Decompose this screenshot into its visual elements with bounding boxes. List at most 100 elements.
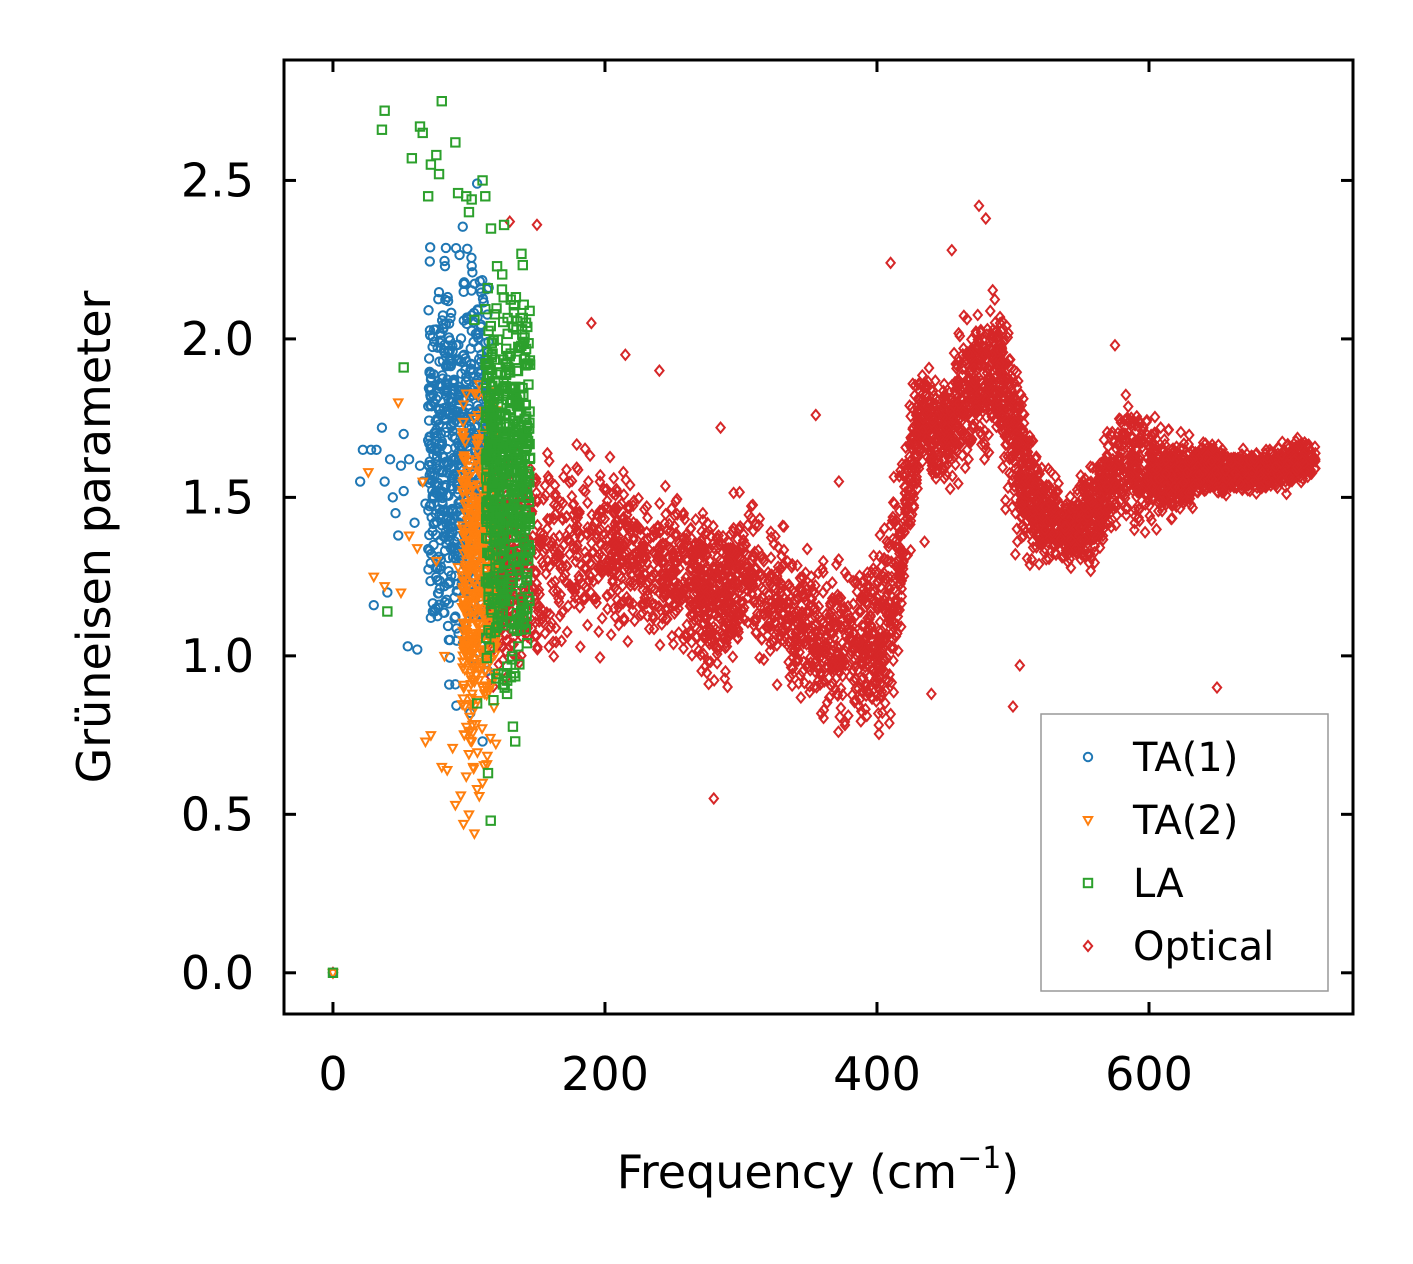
data-point-optical: [1276, 472, 1288, 487]
data-point-optical: [1027, 512, 1039, 526]
data-point-optical: [871, 675, 883, 689]
data-point-optical: [827, 638, 839, 652]
data-point-optical: [849, 672, 861, 686]
data-point-optical: [1002, 481, 1014, 495]
data-point-optical: [1173, 447, 1185, 461]
data-point-optical: [627, 499, 639, 513]
data-point-optical: [1089, 539, 1101, 553]
data-point-optical: [775, 624, 787, 638]
data-point-optical: [600, 532, 612, 547]
data-point-optical: [1094, 522, 1106, 536]
data-point-optical: [921, 406, 933, 420]
data-point-optical: [937, 391, 949, 405]
data-point-optical: [691, 587, 703, 601]
data-point-optical: [749, 545, 761, 559]
data-point-optical: [1179, 494, 1191, 508]
data-point-optical: [659, 537, 671, 551]
data-point-optical: [943, 440, 955, 455]
data-point-optical: [725, 554, 737, 568]
data-point-optical: [1016, 479, 1028, 493]
data-point-optical: [1151, 522, 1163, 537]
data-point-optical: [994, 367, 1006, 381]
data-point-optical: [1073, 529, 1085, 543]
data-point-optical: [1206, 472, 1218, 486]
data-point-optical: [568, 497, 580, 511]
data-point-optical: [808, 631, 820, 645]
data-point-optical: [732, 631, 744, 645]
data-point-optical: [702, 516, 714, 530]
data-point-optical: [886, 639, 898, 654]
data-point-optical: [826, 576, 838, 590]
data-point-optical: [647, 596, 659, 611]
data-point-optical: [876, 706, 888, 720]
data-point-optical: [659, 479, 671, 493]
data-point-optical: [617, 465, 629, 479]
data-point-optical: [1024, 474, 1036, 489]
data-point-optical: [546, 616, 558, 630]
data-point-optical: [989, 292, 1001, 307]
data-point-optical: [596, 550, 608, 564]
data-point-optical: [1160, 467, 1172, 481]
data-point-optical: [563, 475, 575, 489]
data-point-optical: [1210, 464, 1222, 478]
data-point-optical: [1062, 542, 1074, 556]
data-point-optical: [608, 562, 620, 577]
data-point-optical: [725, 527, 737, 541]
data-point-optical: [1024, 468, 1036, 482]
data-point-optical: [973, 370, 985, 385]
data-point-optical: [1280, 480, 1292, 494]
data-point-optical: [586, 508, 598, 522]
data-point-optical: [531, 642, 543, 656]
data-point-optical: [785, 643, 797, 657]
data-point-optical: [890, 556, 902, 570]
data-point-optical: [733, 522, 745, 536]
data-point-optical: [835, 619, 847, 633]
data-point-optical: [679, 627, 691, 642]
data-point-optical: [627, 555, 639, 570]
data-point-optical: [1296, 454, 1308, 468]
data-point-optical: [622, 522, 634, 536]
data-point-optical: [877, 641, 889, 655]
data-point-optical: [944, 482, 956, 496]
data-point-optical: [1003, 360, 1015, 374]
data-point-optical: [1012, 374, 1024, 388]
data-point-optical: [1138, 456, 1150, 470]
data-point-optical: [1094, 506, 1106, 520]
data-point-optical: [1155, 421, 1167, 435]
data-point-optical: [715, 421, 727, 435]
data-point-optical: [1144, 509, 1156, 523]
data-point-optical: [842, 570, 854, 584]
data-point-optical: [1218, 447, 1230, 462]
data-point-optical: [1010, 426, 1022, 440]
data-point-optical: [1012, 436, 1024, 450]
data-point-optical: [696, 664, 708, 678]
data-point-optical: [610, 540, 622, 554]
data-point-optical: [708, 584, 720, 598]
data-point-optical: [794, 583, 806, 597]
data-point-optical: [817, 565, 829, 579]
data-point-optical: [855, 604, 867, 619]
data-point-optical: [695, 648, 707, 662]
data-point-optical: [991, 389, 1003, 403]
data-point-optical: [771, 624, 783, 638]
data-point-optical: [892, 541, 904, 555]
data-point-optical: [974, 386, 986, 400]
data-point-optical: [574, 600, 586, 614]
data-point-optical: [947, 411, 959, 426]
data-point-optical: [660, 577, 672, 591]
data-point-optical: [994, 378, 1006, 393]
data-point-optical: [747, 524, 759, 538]
data-point-optical: [696, 566, 708, 580]
data-point-optical: [679, 512, 691, 526]
data-point-optical: [1232, 451, 1244, 465]
data-point-optical: [1057, 506, 1069, 520]
data-point-optical: [647, 611, 659, 626]
data-point-optical: [999, 376, 1011, 390]
data-point-optical: [627, 603, 639, 618]
data-point-optical: [1095, 460, 1107, 474]
data-point-optical: [538, 559, 550, 573]
data-point-optical: [810, 408, 822, 422]
data-point-optical: [1309, 440, 1321, 454]
data-point-optical: [799, 676, 811, 690]
data-point-optical: [1165, 512, 1177, 526]
